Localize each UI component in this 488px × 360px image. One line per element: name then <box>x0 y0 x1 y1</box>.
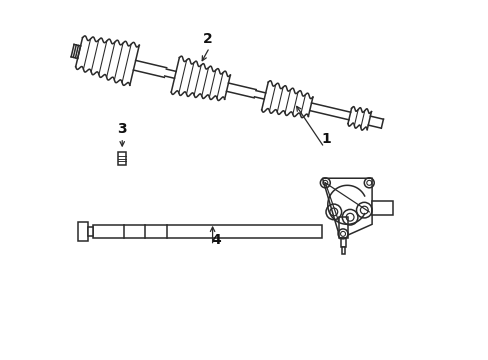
Bar <box>339 217 347 238</box>
Bar <box>342 247 345 254</box>
Bar <box>371 201 392 215</box>
Text: 3: 3 <box>117 122 127 136</box>
Bar <box>93 225 322 238</box>
Bar <box>78 222 88 241</box>
Bar <box>88 227 93 236</box>
Bar <box>341 238 346 247</box>
Text: 2: 2 <box>203 32 212 46</box>
Text: 1: 1 <box>321 132 330 146</box>
Text: 4: 4 <box>211 233 221 247</box>
Bar <box>118 152 126 166</box>
